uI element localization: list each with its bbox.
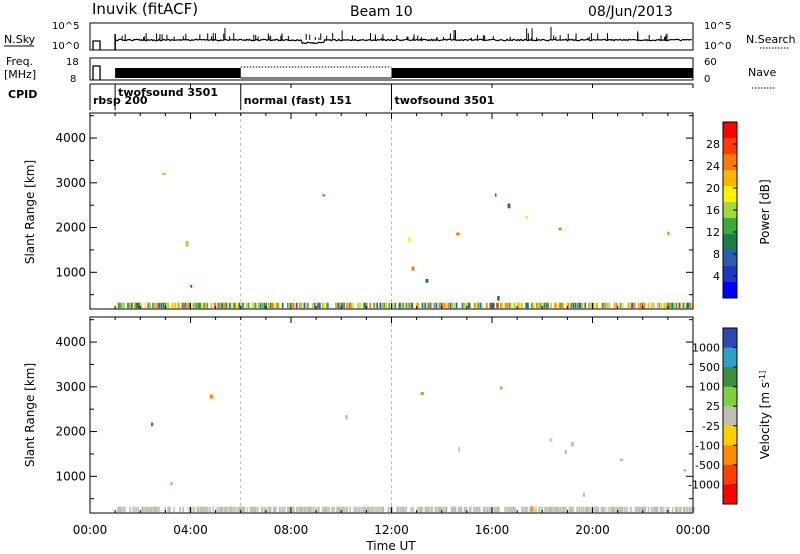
colorbar-band xyxy=(723,138,737,155)
freq-tick-top: 18 xyxy=(66,57,79,68)
colorbar-tick-label: 20 xyxy=(706,182,720,195)
nsearch-tick-bottom: 10^0 xyxy=(704,41,731,52)
station-title: Inuvik (fitACF) xyxy=(92,0,198,18)
colorbar-band xyxy=(723,367,737,388)
cpid-label: CPID xyxy=(8,88,37,101)
cpid-segment-label: rbsp 200 xyxy=(93,94,148,107)
velocity-ylabel: Slant Range [km] xyxy=(23,363,37,467)
nsearch-label: N.Search xyxy=(746,33,796,46)
colorbar-band xyxy=(723,154,737,171)
colorbar-band xyxy=(723,282,737,299)
colorbar-tick-label: 8 xyxy=(713,248,720,261)
colorbar-band xyxy=(723,234,737,251)
colorbar-band xyxy=(723,386,737,407)
colorbar-tick-label: 1000 xyxy=(692,342,720,355)
cpid-segment-label: twofsound 3501 xyxy=(395,94,495,107)
colorbar-tick-label: -25 xyxy=(702,420,720,433)
x-tick-label: 20:00 xyxy=(575,523,610,537)
colorbar-band xyxy=(723,484,737,505)
x-tick-label: 08:00 xyxy=(274,523,309,537)
nave-tick-bottom: 0 xyxy=(704,74,710,85)
date-title: 08/Jun/2013 xyxy=(588,4,673,20)
colorbar-band xyxy=(723,347,737,368)
velocity-panel: 1000 2000 3000 4000 Slant Range [km] 1000 50… xyxy=(23,316,773,514)
y-tick-label: 3000 xyxy=(55,176,86,190)
nsky-tick-bottom: 10^0 xyxy=(52,41,79,52)
y-tick-label: 1000 xyxy=(55,469,86,483)
colorbar-tick-label: -500 xyxy=(695,459,720,472)
colorbar-band xyxy=(723,218,737,235)
power-colorbar-label: Power [dB] xyxy=(758,179,772,244)
y-tick-label: 3000 xyxy=(55,380,86,394)
colorbar-tick-label: 500 xyxy=(699,361,720,374)
y-tick-label: 4000 xyxy=(55,335,86,349)
colorbar-tick-label: 25 xyxy=(706,400,720,413)
colorbar-band xyxy=(723,186,737,203)
beam-title: Beam 10 xyxy=(350,4,413,20)
x-tick-label: 12:00 xyxy=(374,523,409,537)
y-tick-label: 2000 xyxy=(55,425,86,439)
power-ylabel: Slant Range [km] xyxy=(23,160,37,264)
freq-tick-bottom: 8 xyxy=(70,74,76,85)
cpid-segment-label: normal (fast) 151 xyxy=(244,94,352,107)
nsky-strip: N.Sky 10^5 10^0 10^5 10^0 N.Search xyxy=(4,21,796,52)
cpid-segment-label: twofsound 3501 xyxy=(118,86,218,99)
velocity-colorbar-label: Velocity [m s-1] xyxy=(758,371,773,459)
colorbar-band xyxy=(723,122,737,139)
nsky-trace xyxy=(114,38,692,45)
colorbar-tick-label: -100 xyxy=(695,439,720,452)
colorbar-band xyxy=(723,250,737,267)
colorbar-tick-label: 16 xyxy=(706,204,720,217)
nave-label: Nave xyxy=(748,66,776,79)
freq-label-1: Freq. xyxy=(6,55,33,68)
power-panel: 1000 2000 3000 4000 Slant Range [km] 28 24 20… xyxy=(23,112,772,310)
colorbar-tick-label: 24 xyxy=(706,160,720,173)
colorbar-band xyxy=(723,464,737,485)
colorbar-tick-label: -1000 xyxy=(688,478,720,491)
freq-label-2: [MHz] xyxy=(4,68,36,81)
colorbar-band xyxy=(723,170,737,187)
nave-tick-top: 60 xyxy=(704,57,717,68)
y-tick-label: 4000 xyxy=(55,131,86,145)
colorbar-band xyxy=(723,266,737,283)
y-tick-label: 2000 xyxy=(55,221,86,235)
colorbar-band xyxy=(723,328,737,349)
nsearch-tick-top: 10^5 xyxy=(704,21,731,32)
x-tick-label: 16:00 xyxy=(475,523,510,537)
x-tick-label: 00:00 xyxy=(73,523,108,537)
colorbar-band xyxy=(723,425,737,446)
x-axis-label: Time UT xyxy=(365,539,416,553)
colorbar-tick-label: 100 xyxy=(699,381,720,394)
colorbar-band xyxy=(723,445,737,466)
colorbar-tick-label: 28 xyxy=(706,138,720,151)
nsky-tick-top: 10^5 xyxy=(52,21,79,32)
colorbar-tick-label: 4 xyxy=(713,270,720,283)
y-tick-label: 1000 xyxy=(55,265,86,279)
freq-strip: Freq. [MHz] 18 8 60 0 Nave xyxy=(4,55,776,89)
nsky-label: N.Sky xyxy=(4,33,36,46)
x-tick-label: 00:00 xyxy=(676,523,711,537)
colorbar-band xyxy=(723,406,737,427)
colorbar-band xyxy=(723,202,737,219)
x-tick-label: 04:00 xyxy=(173,523,208,537)
colorbar-tick-label: 12 xyxy=(706,226,720,239)
